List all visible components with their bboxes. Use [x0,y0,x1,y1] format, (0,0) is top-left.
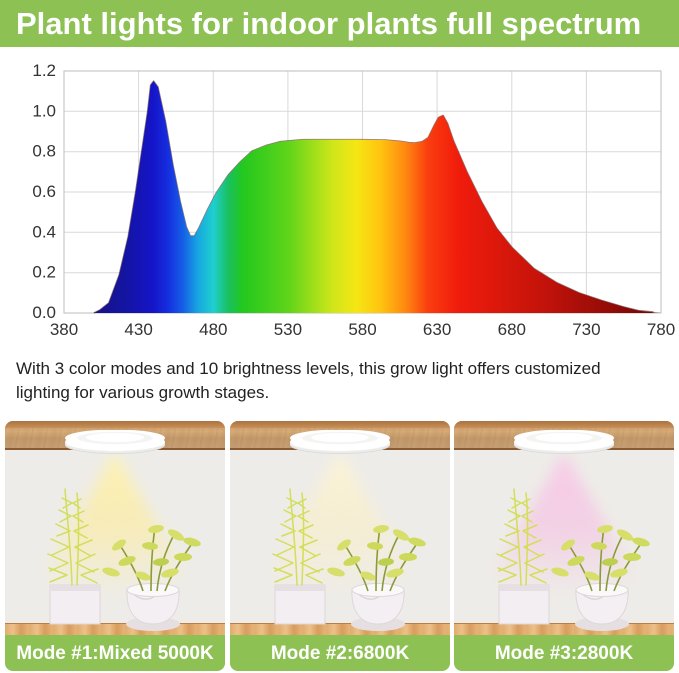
svg-text:0.6: 0.6 [32,182,56,201]
svg-text:1.2: 1.2 [32,61,56,80]
svg-text:480: 480 [199,320,227,339]
svg-text:630: 630 [423,320,451,339]
svg-text:1.0: 1.0 [32,101,56,120]
svg-text:780: 780 [647,320,675,339]
svg-text:0.0: 0.0 [32,303,56,322]
svg-text:580: 580 [348,320,376,339]
svg-text:0.4: 0.4 [32,222,56,241]
svg-text:680: 680 [498,320,526,339]
svg-text:730: 730 [572,320,600,339]
svg-text:0.2: 0.2 [32,263,56,282]
svg-text:530: 530 [274,320,302,339]
svg-text:430: 430 [124,320,152,339]
svg-text:0.8: 0.8 [32,142,56,161]
svg-text:380: 380 [50,320,78,339]
